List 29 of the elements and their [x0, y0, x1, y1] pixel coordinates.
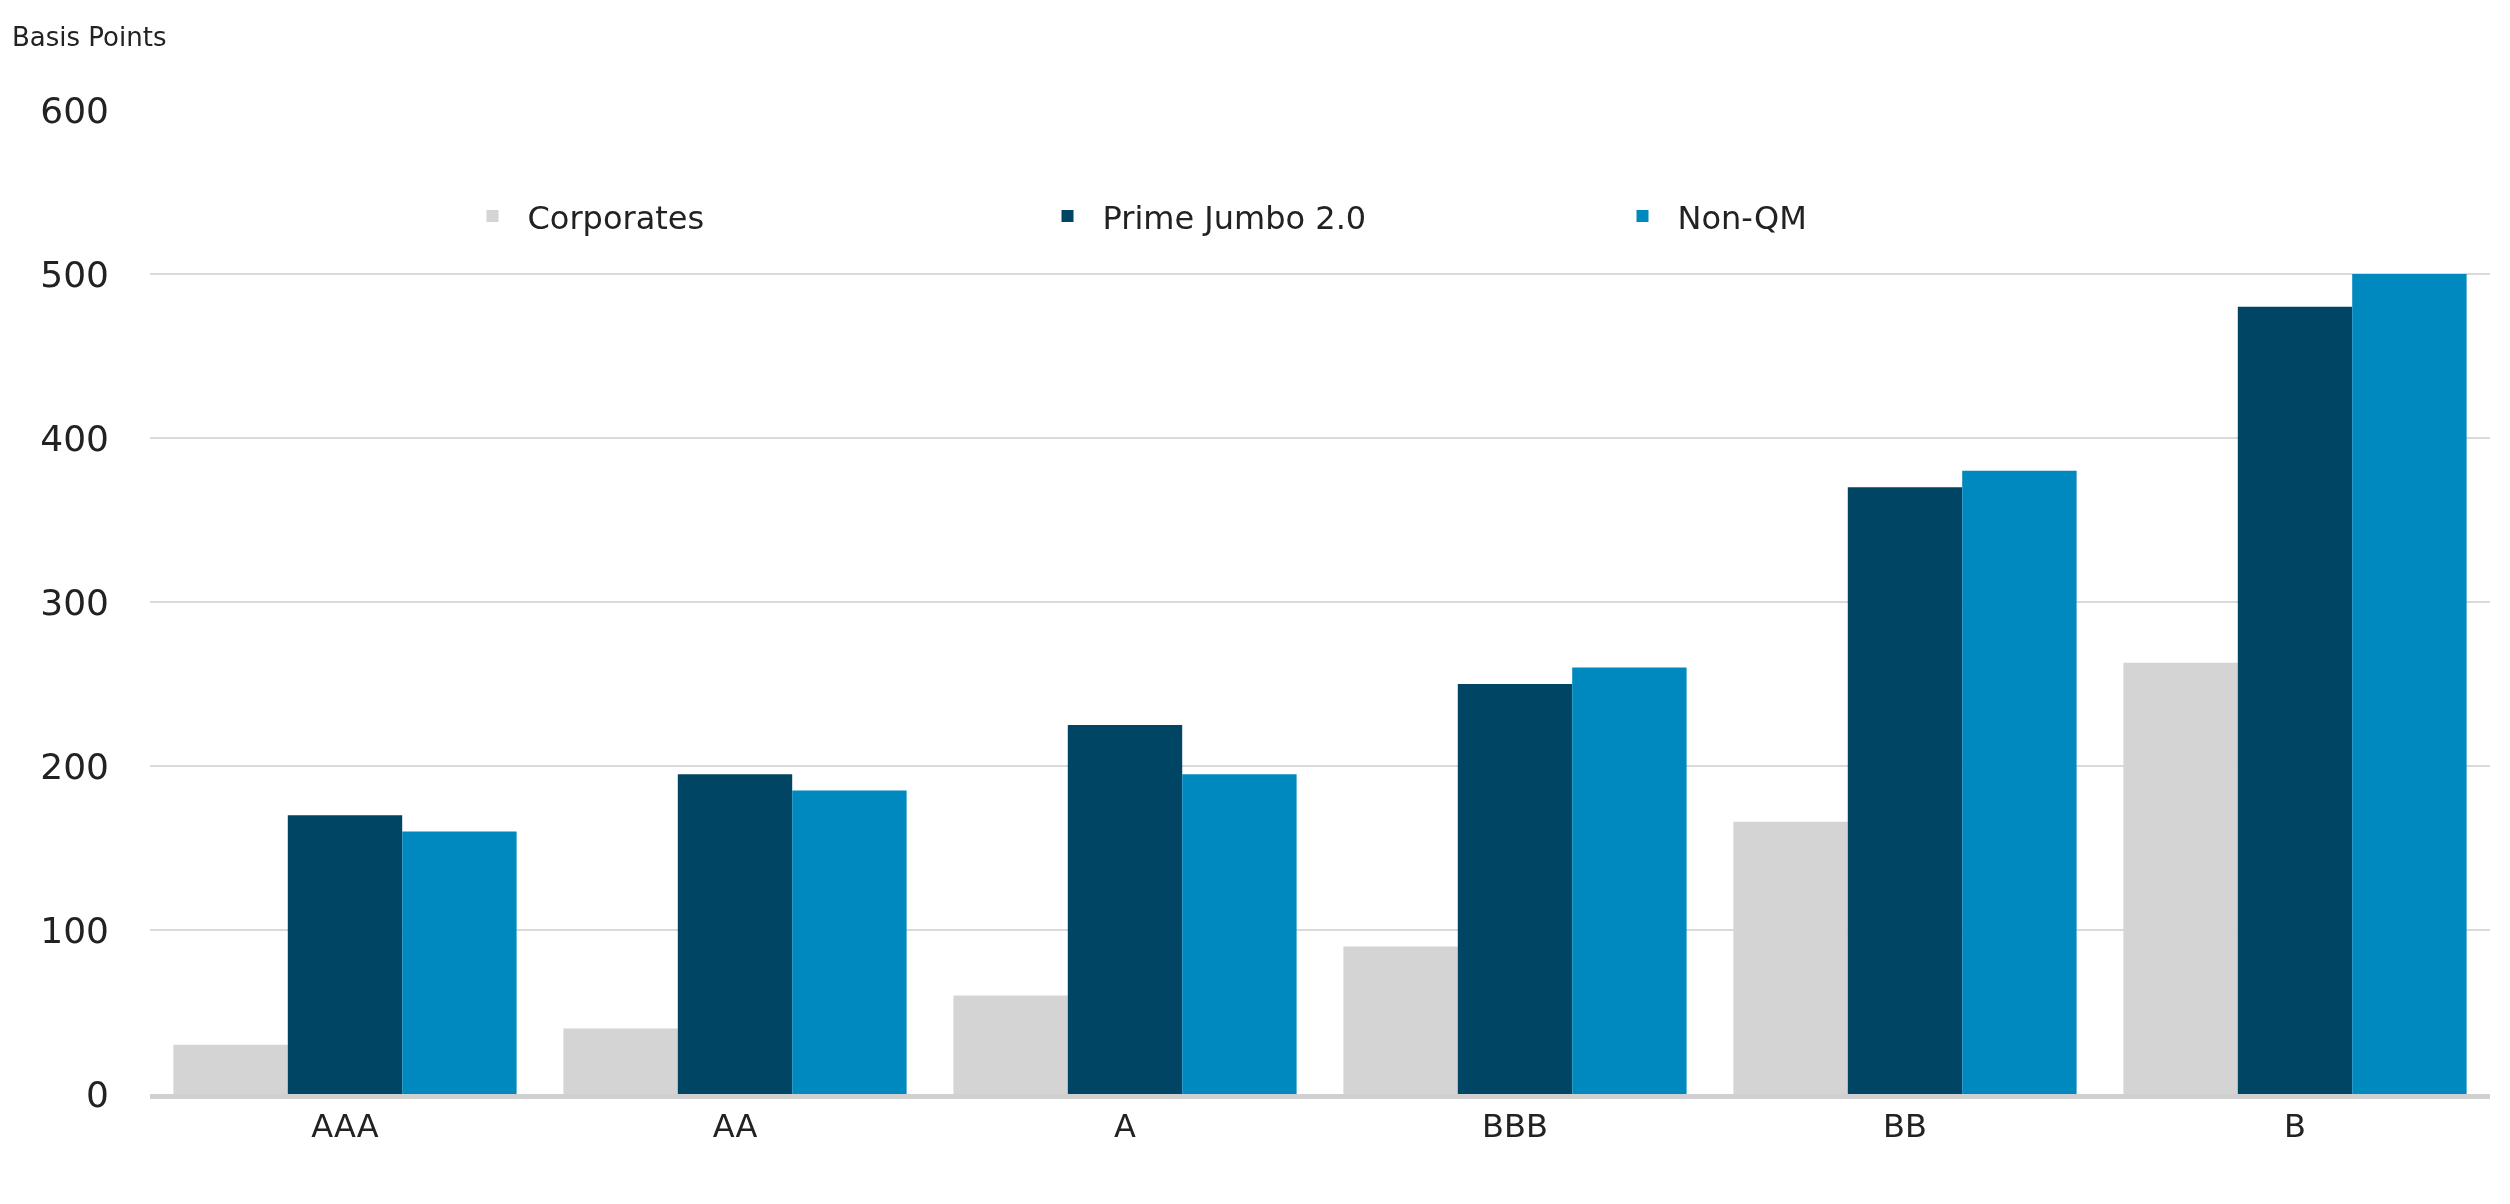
legend-label: Corporates	[527, 198, 705, 237]
y-axis-title: Basis Points	[12, 22, 167, 52]
bar	[1572, 667, 1687, 1094]
x-tick-label: AA	[712, 1107, 758, 1146]
x-tick-label: AAA	[311, 1107, 379, 1146]
bar	[402, 831, 517, 1094]
bar	[1962, 470, 2077, 1094]
y-tick-label: 600	[40, 89, 109, 131]
bar	[792, 790, 907, 1094]
bar	[287, 815, 403, 1094]
y-tick-label: 100	[40, 909, 109, 951]
y-tick-label: 0	[86, 1073, 109, 1115]
bar	[1457, 684, 1573, 1094]
bar	[1847, 487, 1963, 1094]
x-tick-label: BB	[1883, 1107, 1927, 1146]
legend-label: Non-QM	[1677, 198, 1807, 237]
y-tick-label: 200	[40, 745, 109, 787]
legend-label: Prime Jumbo 2.0	[1102, 198, 1367, 237]
y-tick-label: 400	[40, 417, 109, 459]
x-tick-label: B	[2284, 1107, 2306, 1146]
bar	[1067, 725, 1183, 1094]
bar	[677, 774, 793, 1094]
x-tick-label: A	[1114, 1107, 1137, 1146]
bar	[2237, 306, 2353, 1094]
x-tick-label: BBB	[1482, 1107, 1548, 1146]
bar	[2352, 274, 2467, 1094]
bar	[1182, 774, 1297, 1094]
y-tick-label: 300	[40, 581, 109, 623]
y-tick-label: 500	[40, 253, 109, 295]
